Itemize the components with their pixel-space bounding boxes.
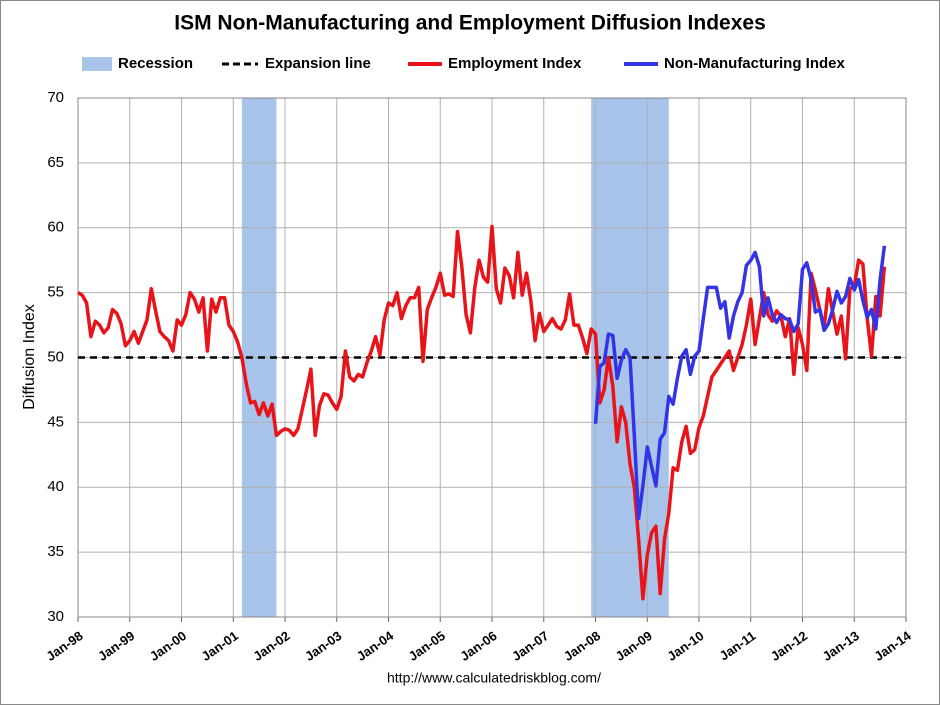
y-tick-label: 55: [47, 284, 64, 301]
legend-label: Recession: [118, 55, 193, 72]
legend-label: Non-Manufacturing Index: [664, 55, 845, 72]
chart-title: ISM Non-Manufacturing and Employment Dif…: [174, 12, 766, 35]
y-tick-label: 60: [47, 219, 64, 236]
y-tick-label: 45: [47, 413, 64, 430]
y-tick-label: 65: [47, 154, 64, 171]
source-note: http://www.calculatedriskblog.com/: [387, 670, 601, 686]
y-tick-label: 30: [47, 608, 64, 625]
y-axis-label: Diffusion Index: [21, 304, 38, 410]
legend-label: Expansion line: [265, 55, 371, 72]
y-tick-label: 70: [47, 89, 64, 106]
data-line: [77, 224, 887, 601]
data-line: [593, 245, 887, 521]
legend-swatch: [82, 57, 112, 71]
y-tick-label: 35: [47, 543, 64, 560]
legend-label: Employment Index: [448, 55, 582, 72]
y-tick-label: 50: [47, 348, 64, 365]
y-tick-label: 40: [47, 478, 64, 495]
